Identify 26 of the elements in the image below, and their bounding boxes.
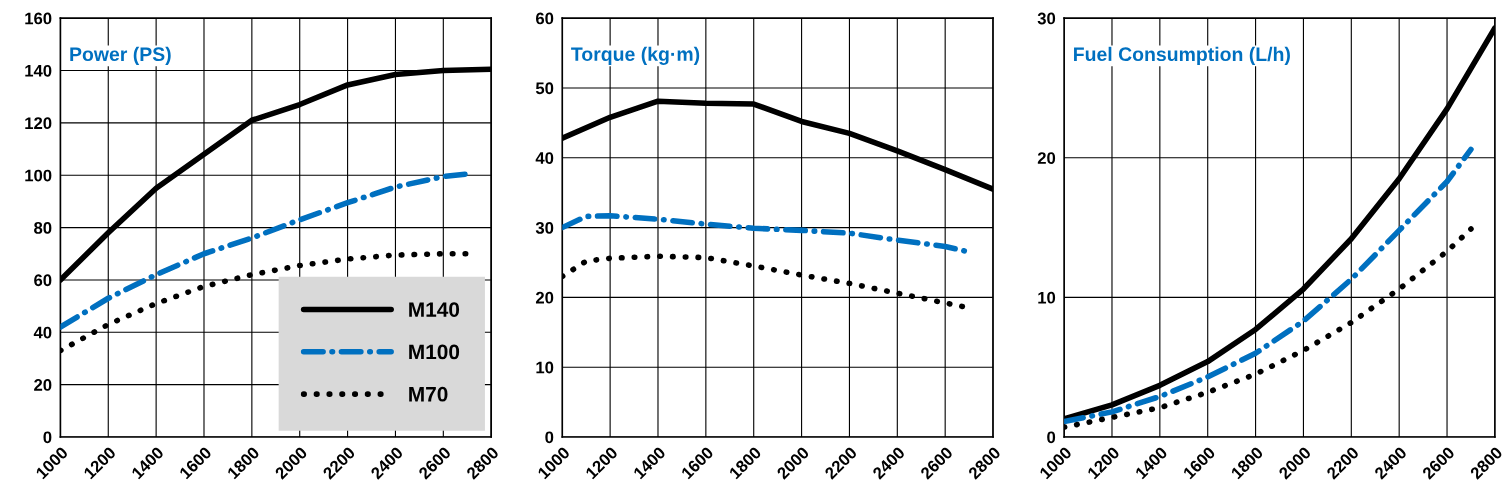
y-tick-label: 60 — [34, 274, 52, 287]
y-tick-label: 140 — [25, 64, 52, 77]
y-tick-label: 10 — [1038, 291, 1056, 304]
y-tick-label: 60 — [536, 12, 554, 25]
y-tick-label: 0 — [545, 431, 554, 444]
text: Torque (kg·m) — [571, 46, 700, 65]
y-tick-label: 120 — [25, 117, 52, 130]
y-tick-label: 100 — [25, 169, 52, 182]
y-tick-label: 20 — [1037, 152, 1056, 164]
y-tick-label: 0 — [1047, 431, 1056, 444]
text: Fuel Consumption (L/h) — [1074, 46, 1290, 65]
legend-label: M70 — [409, 386, 448, 402]
legend-label: M100 — [409, 344, 460, 360]
y-tick-label: 20 — [34, 379, 52, 391]
y-tick-label: 30 — [535, 221, 554, 234]
y-tick-label: 40 — [33, 326, 52, 339]
y-tick-label: 10 — [536, 361, 554, 374]
y-tick-label: 160 — [25, 12, 52, 25]
y-tick-label: 20 — [535, 291, 554, 304]
y-tick-label: 0 — [43, 431, 52, 444]
y-tick-label: 50 — [535, 82, 554, 95]
y-tick-label: 30 — [1037, 12, 1056, 25]
text: Power (PS) — [70, 46, 171, 65]
y-tick-label: 40 — [535, 152, 554, 164]
y-tick-label: 80 — [34, 221, 52, 234]
legend-label: M140 — [409, 302, 460, 317]
